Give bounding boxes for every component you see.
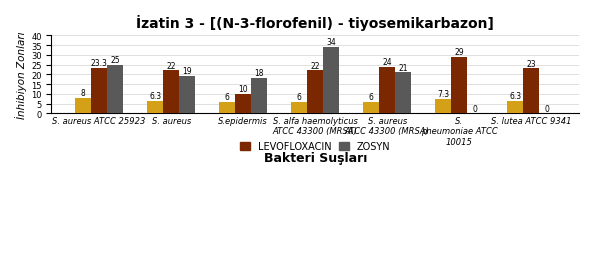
Text: 0: 0	[473, 104, 478, 113]
Text: 25: 25	[110, 56, 120, 65]
Bar	[147, 102, 163, 114]
Text: 6: 6	[225, 92, 230, 101]
Bar	[380, 67, 395, 114]
Text: 23: 23	[526, 59, 536, 68]
Bar	[219, 102, 235, 114]
Text: 19: 19	[182, 67, 192, 76]
Text: 7.3: 7.3	[437, 90, 450, 99]
Text: 22: 22	[166, 61, 176, 70]
Legend: LEVOFLOXACIN, ZOSYN: LEVOFLOXACIN, ZOSYN	[236, 138, 394, 156]
Bar	[364, 102, 380, 114]
Bar	[251, 79, 267, 114]
Text: 8: 8	[81, 89, 86, 98]
Text: 0: 0	[545, 104, 549, 113]
Text: 21: 21	[399, 63, 408, 72]
Text: 23.3: 23.3	[91, 59, 108, 68]
Bar	[435, 100, 451, 114]
Text: 24: 24	[383, 57, 392, 67]
Bar	[323, 48, 339, 114]
Text: 6.3: 6.3	[149, 92, 162, 101]
Text: 29: 29	[454, 48, 464, 57]
Bar	[523, 69, 539, 114]
Bar	[507, 102, 523, 114]
Bar	[179, 77, 195, 114]
Text: 6: 6	[297, 92, 302, 101]
Bar	[292, 102, 307, 114]
Text: 18: 18	[254, 69, 264, 78]
Bar	[107, 65, 123, 114]
Bar	[395, 73, 411, 114]
Bar	[91, 69, 107, 114]
Text: 10: 10	[238, 85, 248, 94]
Bar	[75, 98, 91, 114]
Text: 34: 34	[326, 38, 336, 47]
Text: 6.3: 6.3	[509, 92, 522, 101]
X-axis label: Bakteri Suşları: Bakteri Suşları	[264, 152, 367, 165]
Y-axis label: İnhibiyon Zonları: İnhibiyon Zonları	[15, 31, 27, 119]
Bar	[307, 71, 323, 114]
Title: İzatin 3 - [(N-3-florofenil) - tiyosemikarbazon]: İzatin 3 - [(N-3-florofenil) - tiyosemik…	[136, 15, 494, 31]
Bar	[451, 58, 467, 114]
Text: 6: 6	[369, 92, 374, 101]
Bar	[163, 71, 179, 114]
Bar	[235, 94, 251, 114]
Text: 22: 22	[311, 61, 320, 70]
